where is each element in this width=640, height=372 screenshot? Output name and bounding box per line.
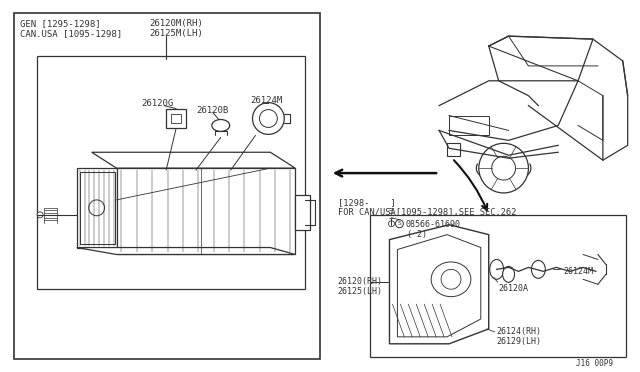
Text: 08566-61690: 08566-61690 — [405, 220, 460, 229]
Bar — [171, 113, 181, 124]
Text: 26120G: 26120G — [141, 99, 173, 108]
Text: 26124M: 26124M — [250, 96, 283, 105]
Ellipse shape — [212, 119, 230, 131]
Bar — [449, 116, 489, 135]
Text: 26124M: 26124M — [563, 267, 593, 276]
Polygon shape — [92, 152, 295, 168]
Polygon shape — [295, 195, 310, 230]
Text: FOR CAN/USA[1095-1298],SEE SEC.262: FOR CAN/USA[1095-1298],SEE SEC.262 — [338, 208, 516, 217]
Circle shape — [396, 220, 403, 228]
Ellipse shape — [502, 266, 515, 282]
Text: 26120M(RH): 26120M(RH) — [149, 19, 203, 28]
Bar — [166, 109, 186, 128]
Text: S: S — [397, 221, 401, 226]
Bar — [37, 56, 305, 289]
Text: [1298-    ]: [1298- ] — [338, 198, 396, 207]
Text: GEN [1295-1298]: GEN [1295-1298] — [20, 19, 101, 28]
Bar — [80, 172, 115, 244]
Circle shape — [492, 156, 516, 180]
Bar — [370, 215, 626, 357]
Text: 26120(RH): 26120(RH) — [338, 277, 383, 286]
Polygon shape — [77, 247, 295, 254]
Text: 26125M(LH): 26125M(LH) — [149, 29, 203, 38]
Text: 26120B: 26120B — [196, 106, 228, 115]
Text: ( 2): ( 2) — [407, 230, 428, 239]
Text: 26129(LH): 26129(LH) — [497, 337, 541, 346]
Circle shape — [388, 221, 394, 227]
Text: CAN.USA [1095-1298]: CAN.USA [1095-1298] — [20, 29, 122, 38]
Bar — [447, 143, 460, 156]
Circle shape — [479, 143, 529, 193]
Text: 26120A: 26120A — [499, 284, 529, 293]
Text: 26124(RH): 26124(RH) — [497, 327, 541, 336]
Circle shape — [259, 110, 277, 128]
Circle shape — [37, 212, 43, 218]
Ellipse shape — [490, 259, 504, 279]
Bar — [14, 13, 320, 359]
Polygon shape — [77, 168, 116, 247]
Circle shape — [441, 269, 461, 289]
Polygon shape — [390, 225, 489, 344]
Polygon shape — [116, 168, 295, 254]
Text: 26125(LH): 26125(LH) — [338, 287, 383, 296]
Ellipse shape — [431, 262, 471, 296]
Polygon shape — [397, 235, 481, 337]
Circle shape — [253, 103, 284, 134]
Text: J16 00P9: J16 00P9 — [576, 359, 612, 368]
Ellipse shape — [531, 260, 545, 278]
Circle shape — [89, 200, 104, 216]
